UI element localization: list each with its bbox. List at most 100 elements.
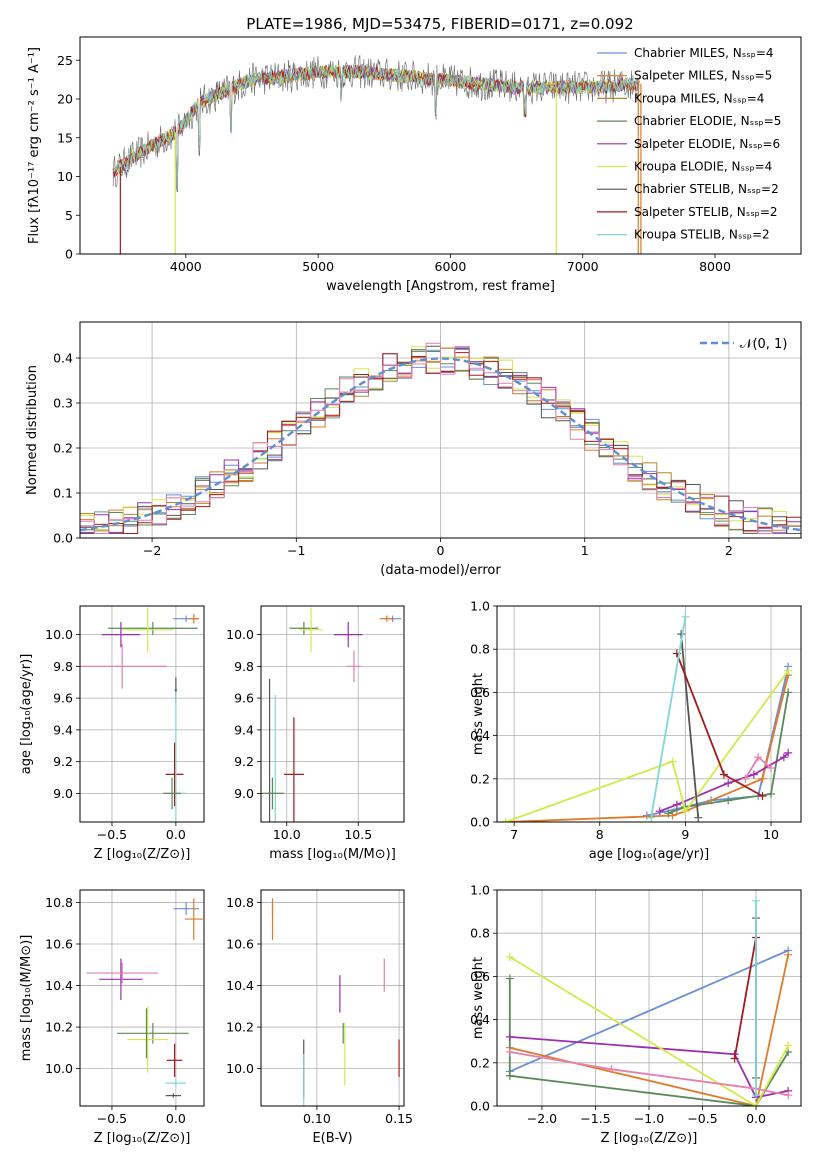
axes-frame bbox=[79, 36, 802, 255]
panel-age_vs_Z: −0.5 0.0 9.0 9.2 9.4 9.6 9.8 10.0 Z [log₁₀(Z/Z⊙)… bbox=[19, 605, 205, 862]
y-tick-label: 10.6 bbox=[226, 937, 254, 952]
y-tick-label: 0.2 bbox=[53, 441, 73, 456]
y-tick-label: 10.6 bbox=[45, 937, 73, 952]
legend-label: Kroupa STELIB, Nₛₛₚ=2 bbox=[634, 228, 770, 242]
series-marker bbox=[767, 789, 776, 798]
x-axis-label: mass [log₁₀(M/M⊙)] bbox=[269, 847, 396, 862]
errorbar-point-pink bbox=[80, 644, 167, 689]
panel-age_vs_mass: 10.0 10.5 9.0 9.2 9.4 9.6 9.8 10.0 mass [log₁₀(M… bbox=[226, 605, 405, 862]
x-tick-label: 5000 bbox=[302, 259, 334, 274]
x-tick-label: 2 bbox=[725, 543, 733, 558]
errorbar-point-chabrier_elodie bbox=[261, 777, 284, 810]
y-tick-label: 0.4 bbox=[470, 1012, 490, 1027]
x-tick-label: 0.0 bbox=[166, 827, 186, 842]
series-marker bbox=[749, 770, 758, 779]
x-tick-label: −1 bbox=[287, 543, 305, 558]
errorbar-point-kroupa_stelib bbox=[165, 1079, 187, 1088]
spectrum-line-kroupa_stelib bbox=[112, 64, 640, 193]
x-tick-label: 8000 bbox=[699, 259, 731, 274]
series-line-kroupa_elodie bbox=[505, 670, 789, 822]
x-tick-label: 0.15 bbox=[385, 1111, 413, 1126]
panel-weight_vs_Z: −2.0 −1.5 −1.0 −0.5 0.0 0.0 0.2 0.4 0.6 0.8 1.0 Z [… bbox=[470, 883, 802, 1146]
x-axis-label: Z [log₁₀(Z/Z⊙)] bbox=[94, 1131, 191, 1146]
series-marker bbox=[724, 796, 733, 805]
axes-frame bbox=[79, 605, 205, 823]
series-marker bbox=[779, 753, 788, 762]
series-marker bbox=[724, 779, 733, 788]
plot-area bbox=[501, 612, 793, 822]
x-tick-label: 8 bbox=[596, 827, 604, 842]
x-tick-label: 7 bbox=[510, 827, 518, 842]
plot-area bbox=[505, 896, 793, 1106]
series-marker bbox=[505, 1071, 514, 1080]
x-axis-label: Z [log₁₀(Z/Z⊙)] bbox=[601, 1131, 698, 1146]
errorbar-point-chabrier_elodie bbox=[163, 777, 181, 810]
y-tick-label: 1.0 bbox=[470, 883, 490, 898]
x-tick-label: 6000 bbox=[435, 259, 467, 274]
series-marker bbox=[758, 774, 767, 783]
panel-weight_vs_age: 7 8 9 10 0.0 0.2 0.4 0.6 0.8 1.0 age [log₁₀(age/yr… bbox=[470, 599, 802, 862]
series-marker bbox=[719, 770, 728, 779]
y-tick-label: 9.0 bbox=[234, 786, 254, 801]
y-axis-label: Normed distribution bbox=[25, 365, 40, 495]
legend: Chabrier MILES, Nₛₛₚ=4 Salpeter MILES, Nₛ… bbox=[597, 46, 781, 242]
series-line-kroupa_stelib bbox=[650, 616, 687, 818]
legend-label: Kroupa ELODIE, Nₛₛₚ=4 bbox=[634, 160, 772, 174]
axes-frame bbox=[260, 889, 405, 1107]
y-tick-label: 9.6 bbox=[53, 691, 73, 706]
x-tick-label: 7000 bbox=[567, 259, 599, 274]
plot-area bbox=[80, 607, 199, 822]
errorbar-point-kroupa_elodie bbox=[299, 607, 323, 653]
plot-area bbox=[80, 342, 801, 534]
series-line-chabrier_miles bbox=[646, 666, 790, 817]
legend-label: Salpeter MILES, Nₛₛₚ=5 bbox=[634, 69, 772, 83]
x-tick-label: 10.5 bbox=[344, 827, 372, 842]
panel-spectrum: 4000 5000 6000 7000 8000 0 5 10 15 20 25 wavelength… bbox=[27, 36, 802, 294]
y-tick-label: 10.0 bbox=[45, 1061, 73, 1076]
plot-area bbox=[112, 55, 642, 254]
errorbar-point-kroupa_elodie bbox=[122, 607, 174, 653]
y-tick-label: 1.0 bbox=[470, 599, 490, 614]
y-tick-label: 10.4 bbox=[226, 978, 254, 993]
x-tick-label: 10 bbox=[763, 827, 779, 842]
x-tick-label: −2 bbox=[143, 543, 161, 558]
series-marker bbox=[505, 952, 514, 961]
plot-area bbox=[261, 607, 402, 822]
series-line-salpeter_elodie bbox=[659, 752, 789, 813]
x-tick-label: −0.5 bbox=[97, 1111, 127, 1126]
x-axis-label: E(B-V) bbox=[312, 1131, 352, 1146]
x-axis-label: Z [log₁₀(Z/Z⊙)] bbox=[94, 847, 191, 862]
x-tick-label: 9 bbox=[681, 827, 689, 842]
y-tick-label: 5 bbox=[65, 208, 73, 223]
series-line-salpeter_miles bbox=[509, 954, 790, 1106]
x-tick-label: −0.5 bbox=[687, 1111, 717, 1126]
x-axis-label: wavelength [Angstrom, rest frame] bbox=[326, 279, 555, 294]
y-tick-label: 9.4 bbox=[234, 722, 254, 737]
y-tick-label: 0.8 bbox=[470, 642, 490, 657]
normal-curve bbox=[80, 357, 801, 532]
series-marker bbox=[784, 1091, 793, 1100]
y-tick-label: 0.4 bbox=[53, 351, 73, 366]
y-tick-label: 10.8 bbox=[226, 895, 254, 910]
series-line-chabrier_stelib bbox=[680, 634, 700, 818]
axes-frame bbox=[260, 605, 405, 823]
series-marker bbox=[694, 813, 703, 822]
y-tick-label: 0.0 bbox=[470, 1099, 490, 1114]
errorbar-point-salpeter_miles bbox=[379, 615, 394, 622]
panel-mass_vs_Z: −0.5 0.0 10.0 10.2 10.4 10.6 10.8 Z [log₁₀(Z/Z⊙… bbox=[19, 889, 205, 1146]
series-marker bbox=[784, 688, 793, 697]
x-tick-label: −2.0 bbox=[527, 1111, 557, 1126]
series-marker bbox=[668, 757, 677, 766]
y-tick-label: 25 bbox=[57, 53, 73, 68]
x-tick-label: 10.0 bbox=[273, 827, 301, 842]
legend-label: Chabrier ELODIE, Nₛₛₚ=5 bbox=[634, 114, 781, 128]
axes-frame bbox=[496, 605, 802, 823]
errorbar-point-salpeter_stelib bbox=[166, 1043, 183, 1077]
y-tick-label: 10.0 bbox=[226, 1061, 254, 1076]
legend-label: Chabrier MILES, Nₛₛₚ=4 bbox=[634, 46, 774, 60]
errorbar-point-salpeter_elodie bbox=[333, 621, 363, 648]
x-tick-label: −1.0 bbox=[634, 1111, 664, 1126]
errorbar-point-chabrier_stelib bbox=[165, 1093, 181, 1098]
y-tick-label: 0.2 bbox=[470, 771, 490, 786]
y-tick-label: 10.0 bbox=[226, 627, 254, 642]
